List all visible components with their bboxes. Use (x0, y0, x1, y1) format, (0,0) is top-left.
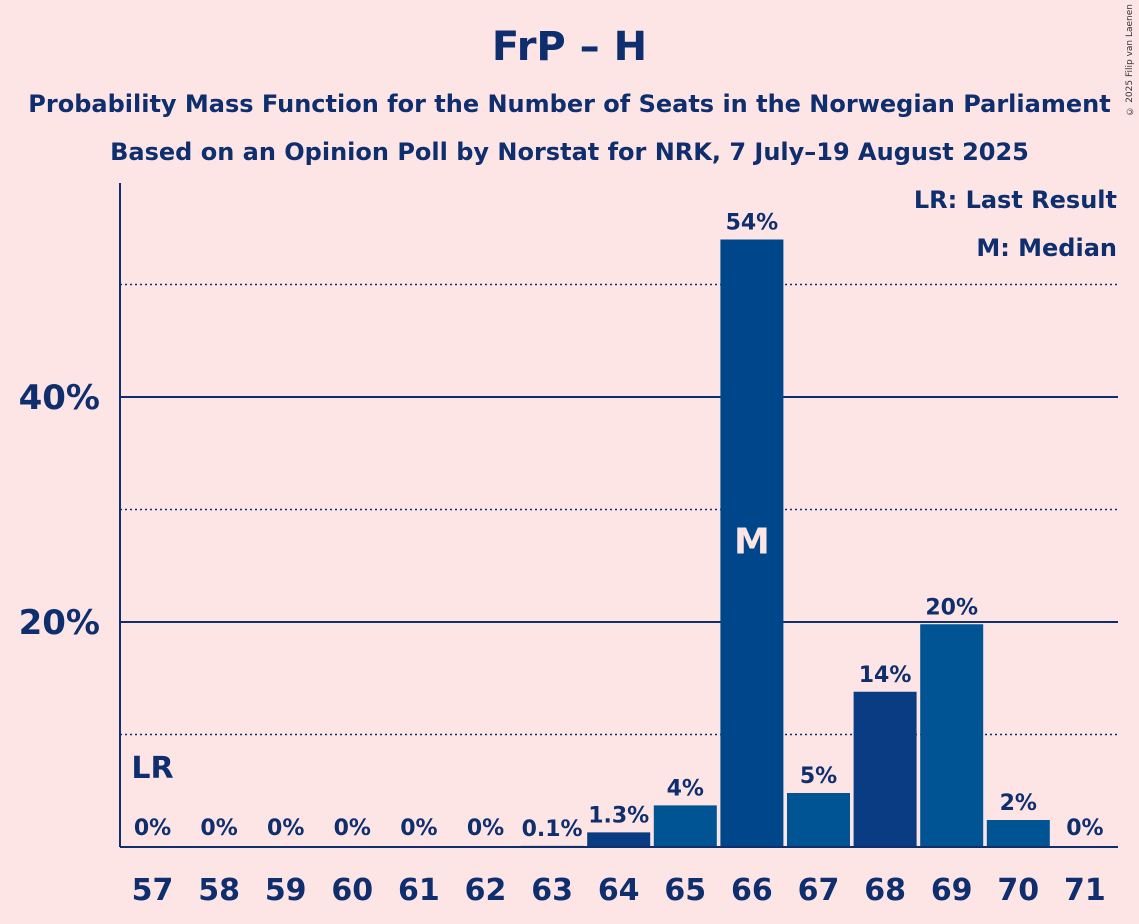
bar (720, 239, 784, 847)
data-label: 0% (134, 816, 171, 841)
data-label: 1.3% (588, 803, 649, 828)
bar (587, 832, 651, 847)
bars (520, 239, 1050, 847)
x-tick-labels: 57 58 59 60 61 62 63 64 65 66 67 68 69 70 71 (132, 873, 1106, 908)
bar (787, 793, 850, 847)
data-label: 0% (267, 816, 304, 841)
x-tick-label: 60 (331, 873, 373, 908)
data-label: 2% (1000, 791, 1037, 816)
markers: LR M (131, 521, 769, 786)
bar (853, 691, 917, 847)
data-label: 0% (400, 816, 437, 841)
x-tick-label: 68 (864, 873, 906, 908)
x-tick-label: 70 (997, 873, 1039, 908)
y-tick-label: 20% (19, 603, 100, 643)
bar (986, 820, 1050, 847)
bar (920, 624, 984, 847)
chart-source: Based on an Opinion Poll by Norstat for … (110, 138, 1029, 166)
data-labels: 0% 0% 0% 0% 0% 0% 0.1%1.3% 4% 54% 5% 14% 20% 2% 0% (134, 211, 1104, 842)
data-label: 54% (726, 211, 779, 236)
legend-last-result: LR: Last Result (913, 186, 1117, 214)
data-label: 14% (859, 663, 912, 688)
x-tick-label: 62 (465, 873, 507, 908)
x-tick-label: 59 (265, 873, 307, 908)
data-label: 4% (667, 776, 704, 801)
x-tick-label: 66 (731, 873, 773, 908)
data-label: 0% (467, 816, 504, 841)
x-tick-label: 58 (198, 873, 240, 908)
data-label: 0% (200, 816, 237, 841)
last-result-marker: LR (131, 751, 173, 786)
legend-median: M: Median (976, 234, 1117, 262)
median-marker: M (734, 521, 770, 562)
data-label: 5% (800, 764, 837, 789)
chart-title: FrP – H (491, 24, 648, 70)
bar (653, 805, 717, 847)
data-label: 0% (1066, 816, 1103, 841)
data-label: 0% (334, 816, 371, 841)
y-tick-labels: 20% 40% (19, 378, 100, 643)
y-tick-label: 40% (19, 378, 100, 418)
x-tick-label: 64 (598, 873, 640, 908)
x-tick-label: 69 (931, 873, 973, 908)
x-tick-label: 57 (132, 873, 174, 908)
x-tick-label: 67 (798, 873, 840, 908)
data-label: 20% (925, 595, 978, 620)
chart-subtitle: Probability Mass Function for the Number… (28, 90, 1111, 118)
axes (119, 183, 1118, 848)
x-tick-label: 63 (531, 873, 573, 908)
data-label: 0.1% (522, 817, 583, 842)
x-tick-label: 71 (1064, 873, 1106, 908)
x-tick-label: 65 (664, 873, 706, 908)
x-tick-label: 61 (398, 873, 440, 908)
